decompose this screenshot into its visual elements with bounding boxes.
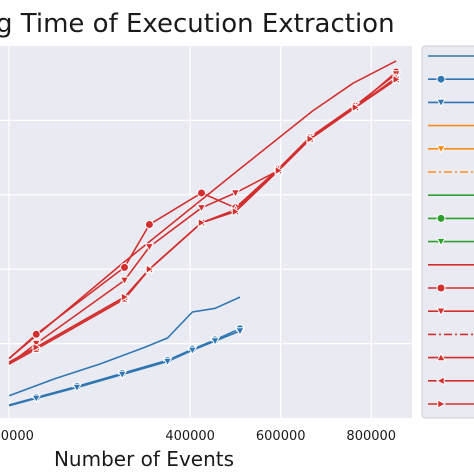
series-8 [8,74,402,363]
data-point [31,329,41,339]
series-line [8,60,397,360]
legend-marker [436,145,446,154]
data-point [196,188,206,198]
legend-marker [436,213,446,223]
legend-entry [428,352,474,362]
legend-marker [435,375,445,386]
series-line [8,78,397,363]
x-axis-label: Number of Events [54,447,234,471]
legend-marker [436,283,446,293]
legend-marker [436,74,446,84]
data-point [144,220,154,230]
data-point [120,262,130,272]
legend-entry [428,74,474,84]
series-line [8,330,241,407]
data-point [230,189,241,198]
data-point [235,327,245,336]
legend-entry [428,283,474,293]
data-point [144,243,155,252]
series-group [8,60,402,407]
data-point [197,217,207,228]
legend-entry [428,307,474,317]
legend-entry [428,98,474,108]
series-line [8,296,241,397]
series-2 [8,327,245,407]
data-point [117,370,128,380]
data-point [392,74,402,85]
data-point [120,292,130,302]
legend-marker [436,237,446,247]
data-point [306,134,316,144]
data-point [187,346,198,356]
data-point [231,206,241,217]
chart-title: g Time of Execution Extraction [0,9,395,39]
data-point [119,276,130,286]
x-tick-label: 600000 [256,429,306,444]
data-point [31,394,42,404]
series-3 [8,60,397,360]
legend-marker [437,399,447,409]
legend-entry [428,145,474,154]
data-point [196,204,207,213]
series-0 [8,296,241,397]
x-tick-labels: 000000 400000 600000 800000 [0,429,396,444]
data-point [210,337,220,347]
data-point [32,342,42,353]
data-point [72,383,82,393]
legend-entry [428,213,474,223]
legend-box [421,45,474,419]
data-point [351,102,361,113]
legend-entry [428,399,474,409]
legend-marker [436,352,446,362]
legend-marker [436,307,446,317]
legend [428,55,474,409]
data-point [162,357,173,367]
legend-entry [428,237,474,247]
x-tick-label: 800000 [346,429,396,444]
data-point [145,264,155,275]
series-line [8,73,397,365]
legend-entry [428,375,474,386]
plot-area [0,46,412,418]
x-tick-label: 000000 [0,429,34,444]
legend-marker [436,98,446,108]
x-tick-label: 400000 [165,429,215,444]
data-point [274,165,284,176]
